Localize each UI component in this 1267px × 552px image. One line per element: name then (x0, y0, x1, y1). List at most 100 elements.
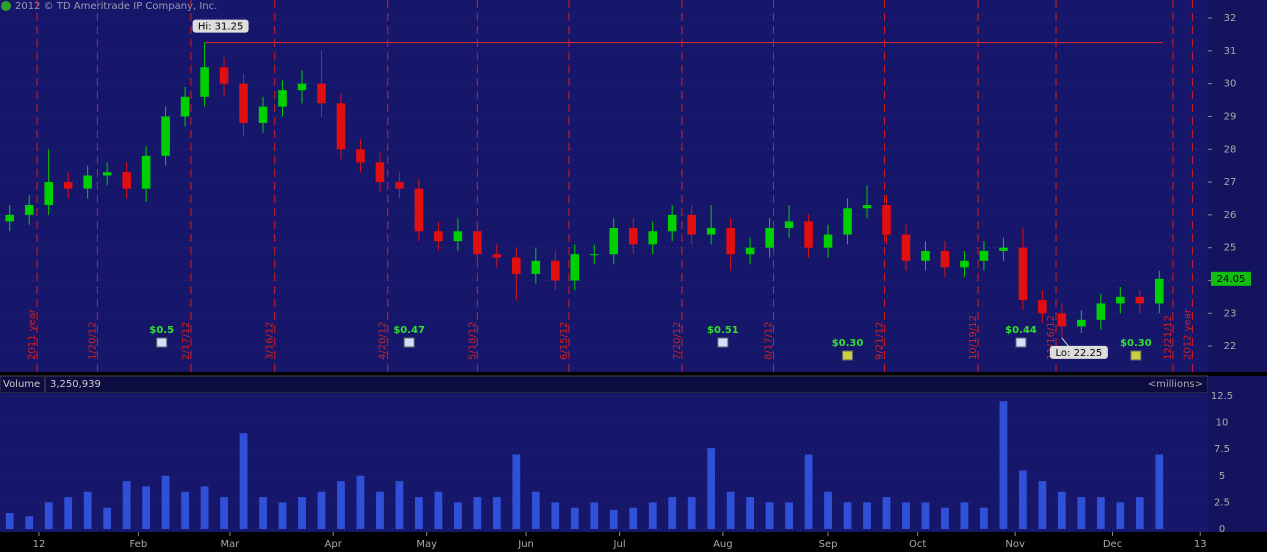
candle-body (395, 182, 404, 189)
dividend-label: $0.5 (149, 325, 174, 336)
candle-body (648, 231, 657, 245)
volume-bar (1155, 454, 1164, 529)
y-tick-label: 27 (1224, 177, 1237, 188)
volume-bar (395, 481, 404, 529)
volume-bar (473, 497, 482, 529)
volume-bar (707, 448, 716, 529)
candle-body (5, 214, 15, 222)
y-tick-label: 23 (1224, 308, 1237, 319)
candle-body (278, 90, 287, 107)
candle-body (726, 227, 735, 255)
event-label: 11/16/12 (1046, 315, 1057, 360)
candle-body (512, 257, 521, 274)
candle-body (492, 254, 502, 258)
volume-label: Volume (3, 379, 40, 390)
candle-body (24, 205, 34, 215)
volume-bar (1077, 497, 1086, 529)
volume-bar (103, 507, 112, 529)
low-label: Lo: 22.25 (1056, 348, 1103, 359)
volume-bar (687, 497, 696, 529)
volume-bar (1135, 497, 1144, 529)
volume-bar (5, 513, 14, 529)
candle-body (434, 231, 443, 242)
volume-bar (142, 486, 151, 529)
dividend-label: $0.44 (1005, 325, 1037, 336)
volume-bar (356, 475, 365, 529)
volume-bar (317, 491, 326, 529)
candle-body (239, 83, 248, 124)
volume-bar (843, 502, 852, 529)
candle-body (63, 182, 73, 189)
volume-bar (298, 497, 306, 529)
candle-body (667, 214, 677, 232)
y-tick-label: 31 (1224, 46, 1237, 57)
candle-body (823, 234, 833, 248)
volume-bar (492, 497, 501, 529)
candle-body (551, 260, 560, 281)
volume-bar (804, 454, 813, 529)
y-tick-label: 10 (1216, 418, 1229, 429)
candle-body (940, 250, 950, 268)
dividend-label: $0.47 (393, 325, 425, 336)
candle-body (200, 67, 209, 97)
volume-bar (746, 497, 755, 529)
volume-bar (726, 491, 735, 529)
candle-body (180, 96, 190, 117)
candle-body (882, 205, 891, 235)
event-label: 12/21/12 (1163, 315, 1174, 360)
x-tick-label: Feb (129, 539, 147, 550)
event-label: 6/15/12 (559, 321, 570, 360)
volume-bar (239, 433, 248, 529)
volume-bar (863, 502, 871, 529)
dividend-icon (842, 350, 854, 361)
candle-body (901, 234, 911, 261)
volume-bar (1057, 491, 1066, 529)
volume-unit: <millions> (1148, 379, 1203, 390)
event-label: 1/20/12 (87, 321, 98, 360)
volume-bar (64, 497, 73, 529)
high-tag (192, 19, 249, 33)
volume-bar (512, 454, 521, 529)
volume-header (0, 375, 1209, 394)
candle-body (414, 188, 424, 232)
candle-body (83, 175, 92, 189)
x-tick-label: 13 (1194, 539, 1207, 550)
y-tick-label: 26 (1224, 210, 1237, 221)
volume-bar (25, 516, 34, 529)
x-tick-label: May (416, 539, 437, 550)
candle-body (356, 149, 365, 163)
y-tick-label: 2.5 (1214, 497, 1230, 508)
volume-bar (765, 502, 774, 529)
volume-bar (648, 502, 657, 529)
event-label: 9/21/12 (875, 321, 886, 360)
volume-bar (941, 507, 949, 529)
candle-body (589, 254, 599, 256)
candle-body (706, 227, 716, 235)
volume-bar (902, 502, 910, 529)
copyright: 2012 © TD Ameritrade IP Company, Inc. (15, 1, 217, 12)
candle-body (628, 227, 638, 245)
candle-body (1038, 300, 1047, 314)
low-tag (1049, 345, 1108, 359)
x-tick-label: Aug (713, 539, 733, 550)
volume-bar (415, 497, 423, 529)
volume-bar (220, 497, 228, 529)
dividend-icon (403, 337, 415, 348)
x-tick-label: Dec (1103, 539, 1122, 550)
y-tick-label: 5 (1219, 471, 1225, 482)
volume-readout: 3,250,939 (50, 379, 101, 390)
volume-bar (824, 491, 832, 529)
event-label: 7/20/12 (672, 321, 683, 360)
volume-bar (590, 502, 599, 529)
dividend-icon (1015, 337, 1027, 348)
price-axis (1208, 0, 1267, 372)
event-label: 10/19/12 (968, 315, 979, 360)
last-price-tag (1211, 271, 1251, 286)
volume-bar (882, 497, 891, 529)
y-tick-label: 22 (1224, 341, 1237, 352)
dividend-icon (156, 337, 168, 348)
dividend-label: $0.30 (1120, 338, 1152, 349)
y-tick-label: 28 (1224, 144, 1237, 155)
volume-bar (980, 507, 988, 529)
volume-bar (551, 502, 560, 529)
